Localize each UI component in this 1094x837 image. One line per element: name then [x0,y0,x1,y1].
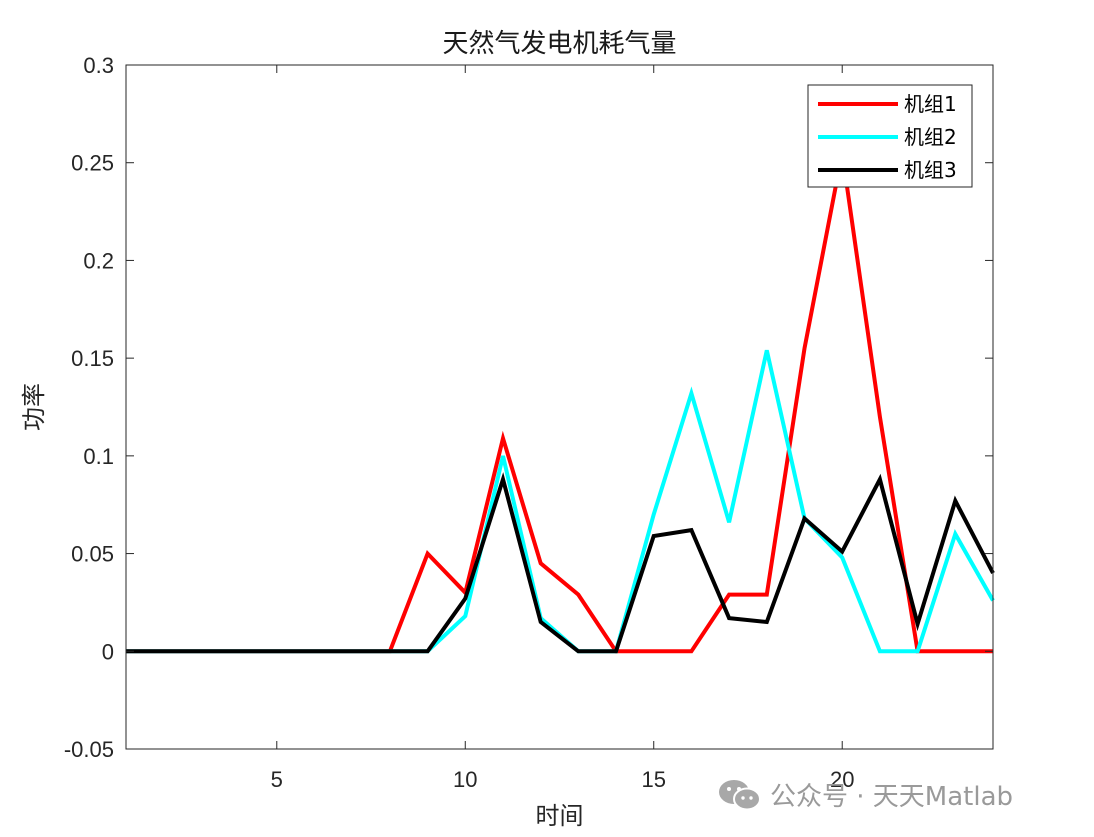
chart-title: 天然气发电机耗气量 [442,29,676,59]
x-axis-title: 时间 [536,802,584,830]
legend-label-3: 机组3 [904,158,957,182]
y-axis-title: 功率 [20,383,48,431]
y-tick-label: 0.2 [83,248,114,273]
legend-label-1: 机组1 [904,92,957,116]
y-tick-label: 0.3 [83,53,114,78]
x-tick-label: 5 [271,767,283,792]
y-tick-label: 0.05 [71,542,114,567]
wechat-icon [719,779,761,810]
y-tick-label: 0.15 [71,346,114,371]
series-lines [126,152,995,654]
y-tick-label: -0.05 [64,737,114,762]
y-tick-label: 0.25 [71,151,114,176]
watermark-text: 公众号 · 天天Matlab [770,782,1014,812]
legend: 机组1 机组2 机组3 [807,84,973,188]
legend-label-2: 机组2 [904,125,957,149]
y-tick-label: 0.1 [83,444,114,469]
tick-labels: 5 10 15 20 -0.05 0 0.05 0.1 0.15 0.2 0.25 0.3 [64,53,994,792]
x-tick-label: 20 [830,767,854,792]
y-tick-label: 0 [102,639,114,664]
watermark: 公众号 · 天天Matlab [718,776,1013,813]
series-line-3 [126,472,995,654]
x-tick-label: 15 [641,767,665,792]
axes-border [125,64,994,750]
x-tick-label: 10 [453,767,477,792]
